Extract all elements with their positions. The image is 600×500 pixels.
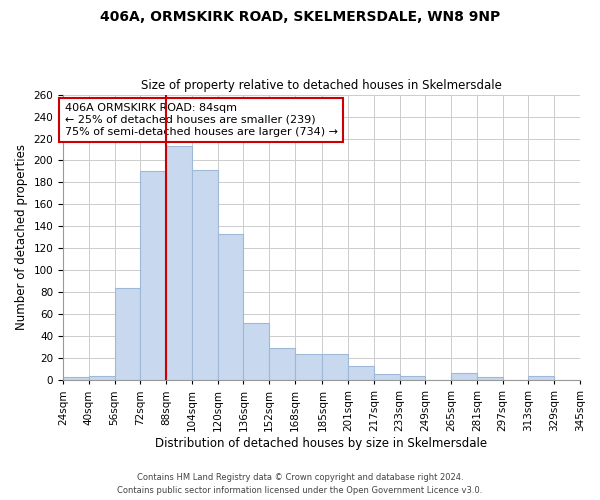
Bar xyxy=(451,372,477,380)
Title: Size of property relative to detached houses in Skelmersdale: Size of property relative to detached ho… xyxy=(141,79,502,92)
Y-axis label: Number of detached properties: Number of detached properties xyxy=(15,144,28,330)
Bar xyxy=(115,288,140,380)
X-axis label: Distribution of detached houses by size in Skelmersdale: Distribution of detached houses by size … xyxy=(155,437,488,450)
Bar xyxy=(348,366,374,380)
Bar xyxy=(322,354,348,380)
Bar xyxy=(140,172,166,380)
Text: 406A ORMSKIRK ROAD: 84sqm
← 25% of detached houses are smaller (239)
75% of semi: 406A ORMSKIRK ROAD: 84sqm ← 25% of detac… xyxy=(65,104,338,136)
Bar xyxy=(477,377,503,380)
Text: 406A, ORMSKIRK ROAD, SKELMERSDALE, WN8 9NP: 406A, ORMSKIRK ROAD, SKELMERSDALE, WN8 9… xyxy=(100,10,500,24)
Bar xyxy=(269,348,295,380)
Bar xyxy=(192,170,218,380)
Bar xyxy=(63,377,89,380)
Bar xyxy=(295,354,322,380)
Bar xyxy=(529,376,554,380)
Bar xyxy=(244,323,269,380)
Text: Contains HM Land Registry data © Crown copyright and database right 2024.
Contai: Contains HM Land Registry data © Crown c… xyxy=(118,474,482,495)
Bar xyxy=(89,376,115,380)
Bar xyxy=(166,146,192,380)
Bar xyxy=(400,376,425,380)
Bar xyxy=(374,374,400,380)
Bar xyxy=(218,234,244,380)
